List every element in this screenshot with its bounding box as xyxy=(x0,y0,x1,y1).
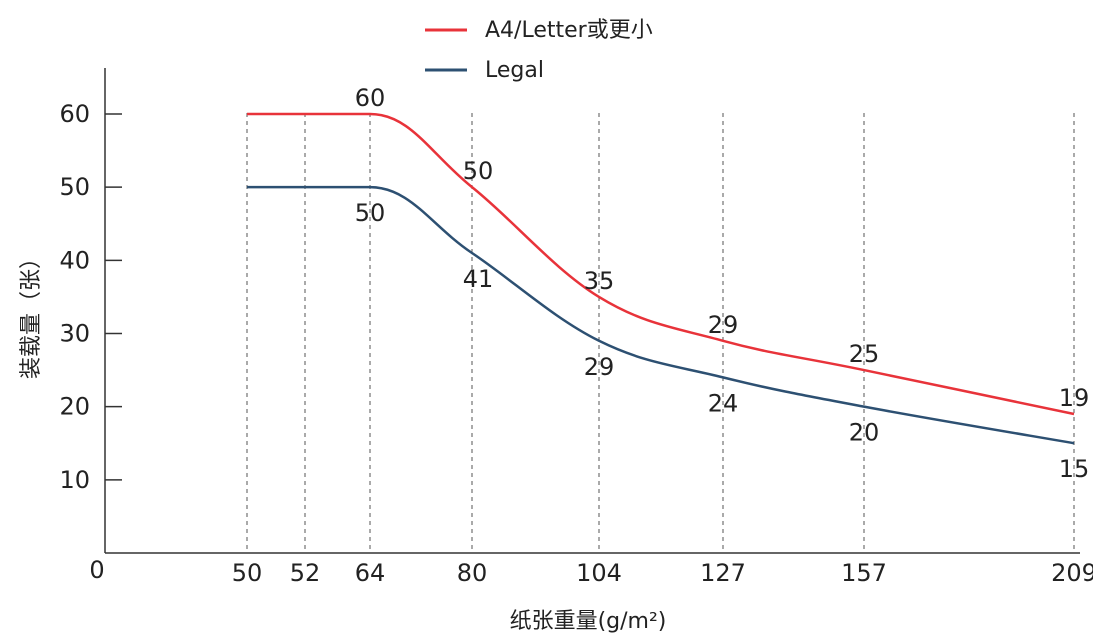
data-label: 25 xyxy=(849,340,880,368)
legend-label-legal: Legal xyxy=(485,58,544,83)
series-line-1 xyxy=(247,185,1075,445)
legend: A4/Letter或更小 Legal xyxy=(425,18,653,83)
data-label: 20 xyxy=(849,419,880,447)
x-axis-title: 纸张重量(g/m²) xyxy=(510,609,667,634)
data-label: 41 xyxy=(463,265,494,293)
series-layer xyxy=(247,112,1075,445)
x-tick-label: 50 xyxy=(232,559,263,587)
x-tick-label: 80 xyxy=(457,559,488,587)
data-label: 60 xyxy=(355,84,386,112)
y-tick-label: 20 xyxy=(59,393,90,421)
series-line-0 xyxy=(247,112,1075,416)
x-tick-label: 127 xyxy=(700,559,746,587)
y-axis-title: 装载量（张） xyxy=(19,247,44,379)
x-tick-label: 52 xyxy=(290,559,321,587)
data-label: 29 xyxy=(708,311,739,339)
x-tick-label: 209 xyxy=(1051,559,1093,587)
origin-label: 0 xyxy=(89,556,104,584)
legend-label-a4: A4/Letter或更小 xyxy=(485,18,653,43)
data-label: 50 xyxy=(463,157,494,185)
x-tick-label: 104 xyxy=(576,559,622,587)
data-label: 29 xyxy=(584,353,615,381)
x-ticks: 50 52 64 80 104 127 157 209 xyxy=(232,113,1093,587)
data-label: 24 xyxy=(708,389,739,417)
data-label: 15 xyxy=(1059,455,1090,483)
x-tick-label: 157 xyxy=(841,559,887,587)
data-label: 50 xyxy=(355,199,386,227)
y-tick-label: 60 xyxy=(59,100,90,128)
data-labels: 60 50 35 29 25 19 50 41 29 24 20 15 xyxy=(355,84,1090,483)
y-tick-label: 50 xyxy=(59,173,90,201)
x-tick-label: 64 xyxy=(355,559,386,587)
data-label: 35 xyxy=(584,267,615,295)
y-ticks: 10 20 30 40 50 60 xyxy=(59,100,122,494)
y-tick-label: 30 xyxy=(59,319,90,347)
y-tick-label: 40 xyxy=(59,246,90,274)
data-label: 19 xyxy=(1059,384,1090,412)
y-tick-label: 10 xyxy=(59,466,90,494)
